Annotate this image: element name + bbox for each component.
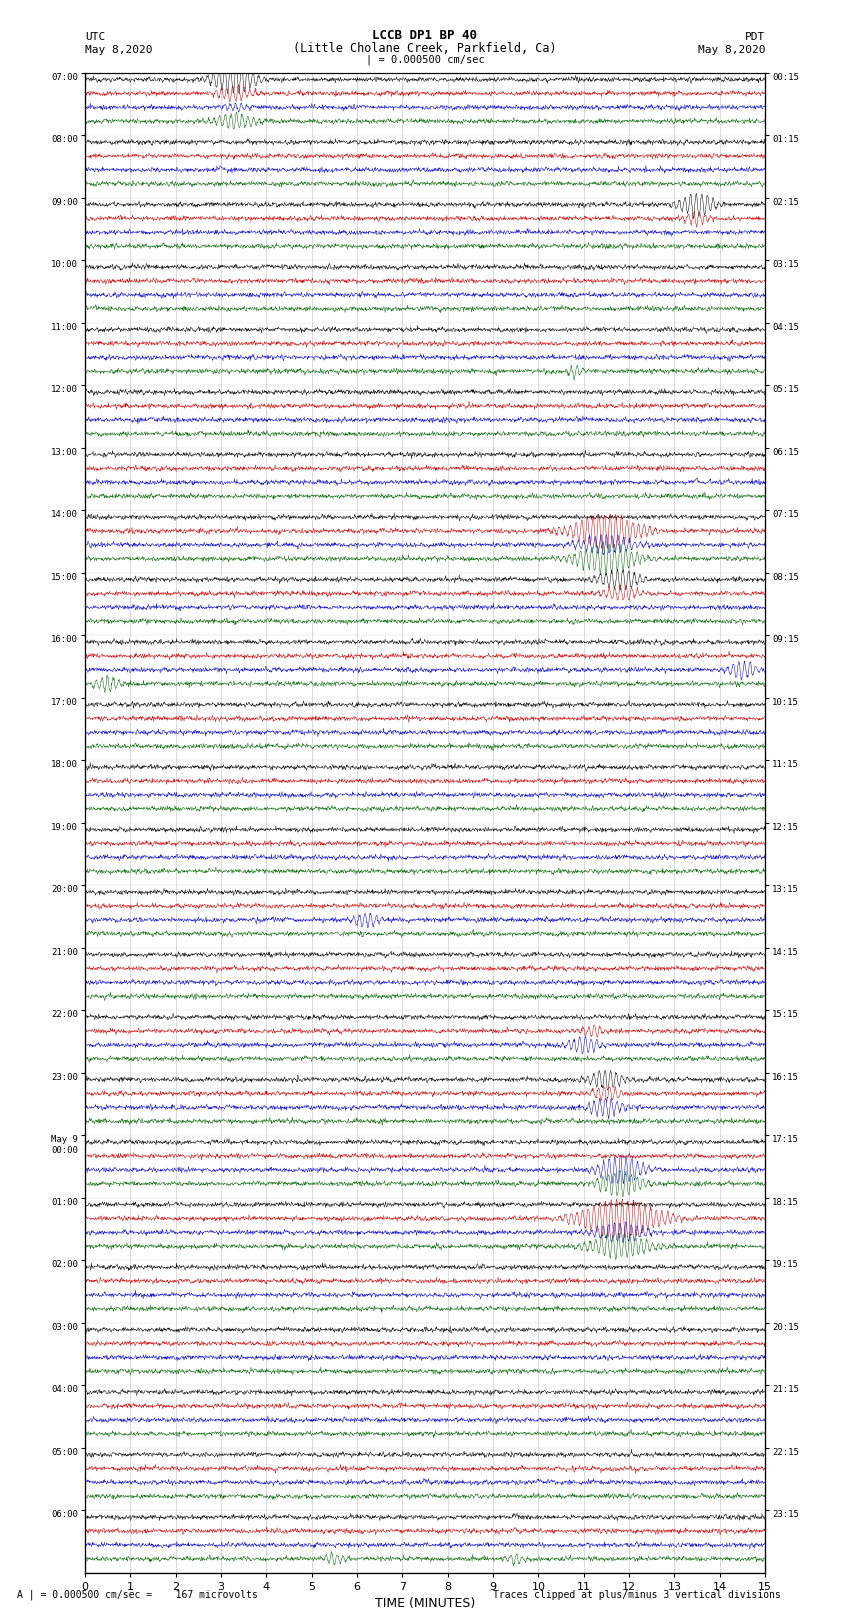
Text: (Little Cholane Creek, Parkfield, Ca): (Little Cholane Creek, Parkfield, Ca): [293, 42, 557, 55]
Text: UTC: UTC: [85, 32, 105, 42]
Text: | = 0.000500 cm/sec: | = 0.000500 cm/sec: [366, 53, 484, 65]
Text: PDT: PDT: [745, 32, 765, 42]
Text: A | = 0.000500 cm/sec =    167 microvolts: A | = 0.000500 cm/sec = 167 microvolts: [17, 1589, 258, 1600]
Text: Traces clipped at plus/minus 3 vertical divisions: Traces clipped at plus/minus 3 vertical …: [493, 1590, 781, 1600]
X-axis label: TIME (MINUTES): TIME (MINUTES): [375, 1597, 475, 1610]
Text: May 8,2020: May 8,2020: [85, 45, 152, 55]
Text: LCCB DP1 BP 40: LCCB DP1 BP 40: [372, 29, 478, 42]
Text: May 8,2020: May 8,2020: [698, 45, 765, 55]
